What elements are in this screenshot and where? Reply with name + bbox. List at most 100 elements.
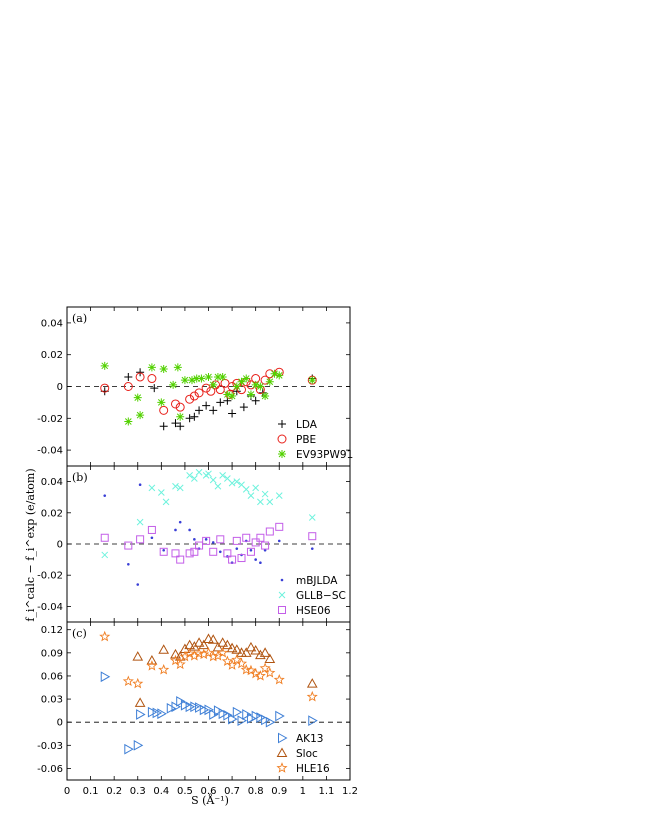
data-point [306,690,318,702]
data-point [235,657,248,669]
data-point [209,380,218,389]
data-point [157,489,165,496]
data-point [217,637,229,647]
data-point [180,376,189,385]
series-ak13 [100,671,318,755]
data-point [162,548,165,552]
x-tick-label: 0.1 [83,786,99,797]
series-mbjlda [103,483,314,586]
data-point [205,470,212,478]
data-point [273,673,285,685]
data-point [176,422,185,431]
data-point [172,482,179,490]
series-hle16 [99,630,318,702]
data-point [147,374,157,384]
data-point [209,406,218,415]
data-point [101,551,109,559]
legend-label: Sloc [296,748,318,760]
data-point [136,368,145,377]
data-point [237,554,246,563]
data-point [306,678,318,688]
data-point [275,710,285,722]
legend-label: EV93PW91 [296,449,353,461]
data-point [209,709,219,720]
data-point [217,647,229,658]
data-point [213,372,222,381]
data-point [124,541,133,550]
data-point [179,650,191,662]
data-point [124,743,134,755]
legend-label: mBJLDA [296,575,338,587]
x-tick-label: 1.2 [342,786,358,797]
data-point [202,401,211,410]
data-point [250,667,262,679]
data-point [176,484,184,492]
data-point [232,382,241,391]
data-point [152,707,163,719]
data-point [147,706,158,718]
x-tick-label: 0.4 [153,786,169,797]
data-point [270,369,279,378]
data-point [259,561,262,565]
data-point [170,648,181,659]
data-point [226,659,238,670]
y-tick-label: 0.02 [41,508,63,519]
y-tick-label: -0.06 [37,764,63,775]
data-point [242,486,250,493]
data-point [184,647,196,659]
data-point [193,538,196,541]
data-point [207,634,219,644]
data-point [245,641,257,652]
data-point [169,380,178,389]
data-point [193,637,205,647]
data-point [136,709,146,720]
data-point [134,697,146,707]
data-point [249,548,253,552]
data-point [231,644,243,654]
data-point [233,478,241,485]
legend-label: AK13 [296,733,323,745]
data-point [124,372,133,381]
y-tick-label: -0.03 [37,741,63,752]
x-tick-label: 0.5 [177,786,193,797]
data-point [237,377,246,386]
data-point [245,664,257,676]
legend-marker [278,606,286,614]
data-point [190,475,198,482]
data-point [185,701,196,713]
data-point [232,706,243,718]
legend-marker [278,450,286,458]
data-point [251,538,260,547]
data-point [228,479,236,487]
data-point [211,541,215,544]
data-point [159,547,168,556]
x-axis-label: S (Å⁻¹) [191,793,229,807]
data-point [190,412,199,421]
data-point [246,547,255,556]
x-tick-label: 1 [300,786,306,797]
panel-1: -0.04 -0.02 0 0.02 0.04 (a) LDA PBE EV93PW91 [37,306,353,467]
data-point [251,380,260,389]
data-point [254,558,257,561]
data-point [159,405,169,415]
legend-marker [280,578,284,582]
data-point [136,518,144,526]
x-tick-label: 0.7 [224,786,240,797]
data-point [239,403,248,412]
data-point [207,650,219,662]
data-point [159,422,168,431]
x-tick-label: 0 [64,786,70,797]
data-point [176,555,185,564]
data-point [251,710,262,722]
data-point [221,655,233,667]
y-tick-label: 0 [57,540,63,551]
data-point [223,390,232,399]
data-point [173,363,182,372]
data-point [235,547,239,550]
data-point [123,382,133,391]
legend: AK13 Sloc HLE16 [276,732,330,775]
data-point [100,533,109,542]
data-point [127,562,130,566]
data-point [265,527,274,536]
